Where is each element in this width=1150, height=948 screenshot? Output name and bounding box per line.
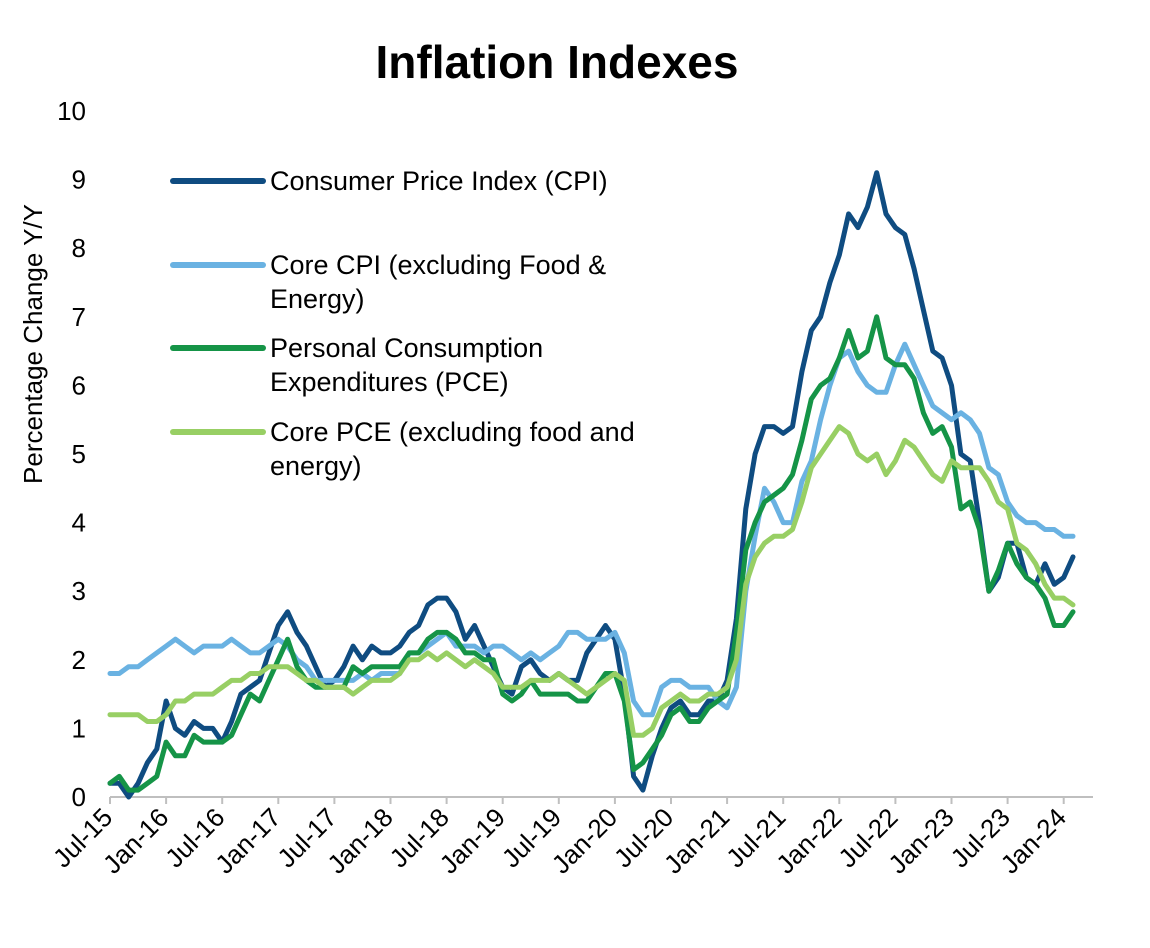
- series-line-4: [107, 424, 1076, 738]
- legend-label-3: Expenditures (PCE): [270, 367, 509, 397]
- series-line-2: [107, 341, 1076, 718]
- y-tick-label: 4: [72, 508, 86, 538]
- y-tick-label: 9: [72, 165, 86, 195]
- y-tick-label: 5: [72, 439, 86, 469]
- y-tick-label: 2: [72, 645, 86, 675]
- y-tick-label: 1: [72, 713, 86, 743]
- y-tick-label: 10: [57, 96, 86, 126]
- legend-label-1: Consumer Price Index (CPI): [270, 166, 608, 196]
- legend-label-3: Personal Consumption: [270, 333, 543, 363]
- series-lines: [107, 170, 1076, 800]
- chart-title: Inflation Indexes: [376, 36, 739, 88]
- legend-label-2: Core CPI (excluding Food &: [270, 250, 606, 280]
- legend-label-4: energy): [270, 451, 362, 481]
- y-tick-label: 8: [72, 233, 86, 263]
- y-tick-label: 0: [72, 782, 86, 812]
- y-tick-label: 3: [72, 576, 86, 606]
- y-axis-label: Percentage Change Y/Y: [18, 204, 48, 484]
- y-tick-label: 6: [72, 370, 86, 400]
- legend-label-4: Core PCE (excluding food and: [270, 417, 635, 447]
- y-axis-ticks: 0 1 2 3 4 5 6 7 8 9 10: [57, 96, 86, 812]
- x-axis-ticks: Jul-15Jan-16Jul-16Jan-17Jul-17Jan-18Jul-…: [47, 797, 1072, 879]
- legend: Consumer Price Index (CPI) Core CPI (excl…: [170, 166, 635, 481]
- series-line-1: [107, 170, 1076, 800]
- y-tick-label: 7: [72, 302, 86, 332]
- series-line-3: [107, 314, 1076, 793]
- legend-label-2: Energy): [270, 284, 365, 314]
